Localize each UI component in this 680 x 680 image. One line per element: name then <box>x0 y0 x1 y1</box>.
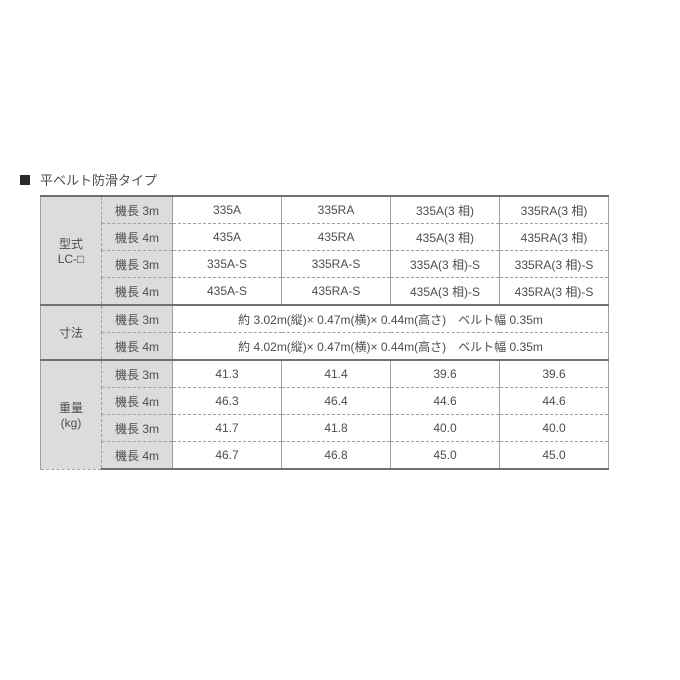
row-header-len: 機長 4m <box>102 278 173 306</box>
spec-table: 型式 LC-□ 機長 3m 335A 335RA 335A(3 相) 335RA… <box>40 195 609 470</box>
table-row: 機長 4m 46.7 46.8 45.0 45.0 <box>41 442 609 470</box>
row-header-len: 機長 3m <box>102 251 173 278</box>
cell: 435A <box>173 224 282 251</box>
cell: 335RA(3 相) <box>500 196 609 224</box>
row-header-weight: 重量 (kg) <box>41 360 102 469</box>
table-title: 平ベルト防滑タイプ <box>40 170 157 189</box>
content: 平ベルト防滑タイプ 型式 LC-□ 機長 3m 335A 335RA 335A(… <box>0 0 680 470</box>
cell: 335RA-S <box>282 251 391 278</box>
row-header-len: 機長 3m <box>102 360 173 388</box>
cell: 45.0 <box>500 442 609 470</box>
cell: 44.6 <box>500 388 609 415</box>
cell: 435RA(3 相)-S <box>500 278 609 306</box>
cell: 46.8 <box>282 442 391 470</box>
cell: 335A-S <box>173 251 282 278</box>
cell: 約 4.02m(縦)× 0.47m(横)× 0.44m(高さ) ベルト幅 0.3… <box>173 333 609 361</box>
cell: 435RA <box>282 224 391 251</box>
cell: 335A(3 相)-S <box>391 251 500 278</box>
row-header-len: 機長 4m <box>102 224 173 251</box>
square-bullet-icon <box>20 175 30 185</box>
cell: 40.0 <box>391 415 500 442</box>
cell: 435RA(3 相) <box>500 224 609 251</box>
row-header-len: 機長 3m <box>102 415 173 442</box>
table-row: 機長 4m 435A 435RA 435A(3 相) 435RA(3 相) <box>41 224 609 251</box>
table-row: 寸法 機長 3m 約 3.02m(縦)× 0.47m(横)× 0.44m(高さ)… <box>41 305 609 333</box>
cell: 44.6 <box>391 388 500 415</box>
cell: 435A(3 相)-S <box>391 278 500 306</box>
row-header-len: 機長 4m <box>102 442 173 470</box>
cell: 40.0 <box>500 415 609 442</box>
cell: 435RA-S <box>282 278 391 306</box>
table-row: 機長 4m 46.3 46.4 44.6 44.6 <box>41 388 609 415</box>
cell: 435A(3 相) <box>391 224 500 251</box>
row-header-len: 機長 4m <box>102 388 173 415</box>
cell: 約 3.02m(縦)× 0.47m(横)× 0.44m(高さ) ベルト幅 0.3… <box>173 305 609 333</box>
title-row: 平ベルト防滑タイプ <box>20 170 680 189</box>
table-row: 型式 LC-□ 機長 3m 335A 335RA 335A(3 相) 335RA… <box>41 196 609 224</box>
cell: 46.7 <box>173 442 282 470</box>
cell: 39.6 <box>500 360 609 388</box>
table-row: 機長 4m 435A-S 435RA-S 435A(3 相)-S 435RA(3… <box>41 278 609 306</box>
row-header-len: 機長 3m <box>102 196 173 224</box>
cell: 46.4 <box>282 388 391 415</box>
cell: 41.3 <box>173 360 282 388</box>
cell: 335RA <box>282 196 391 224</box>
cell: 335RA(3 相)-S <box>500 251 609 278</box>
table-row: 機長 4m 約 4.02m(縦)× 0.47m(横)× 0.44m(高さ) ベル… <box>41 333 609 361</box>
cell: 335A(3 相) <box>391 196 500 224</box>
cell: 39.6 <box>391 360 500 388</box>
table-row: 重量 (kg) 機長 3m 41.3 41.4 39.6 39.6 <box>41 360 609 388</box>
cell: 41.8 <box>282 415 391 442</box>
cell: 41.4 <box>282 360 391 388</box>
row-header-len: 機長 4m <box>102 333 173 361</box>
cell: 41.7 <box>173 415 282 442</box>
cell: 46.3 <box>173 388 282 415</box>
row-header-model: 型式 LC-□ <box>41 196 102 305</box>
cell: 435A-S <box>173 278 282 306</box>
cell: 45.0 <box>391 442 500 470</box>
row-header-len: 機長 3m <box>102 305 173 333</box>
table-row: 機長 3m 41.7 41.8 40.0 40.0 <box>41 415 609 442</box>
row-header-dim: 寸法 <box>41 305 102 360</box>
table-row: 機長 3m 335A-S 335RA-S 335A(3 相)-S 335RA(3… <box>41 251 609 278</box>
cell: 335A <box>173 196 282 224</box>
